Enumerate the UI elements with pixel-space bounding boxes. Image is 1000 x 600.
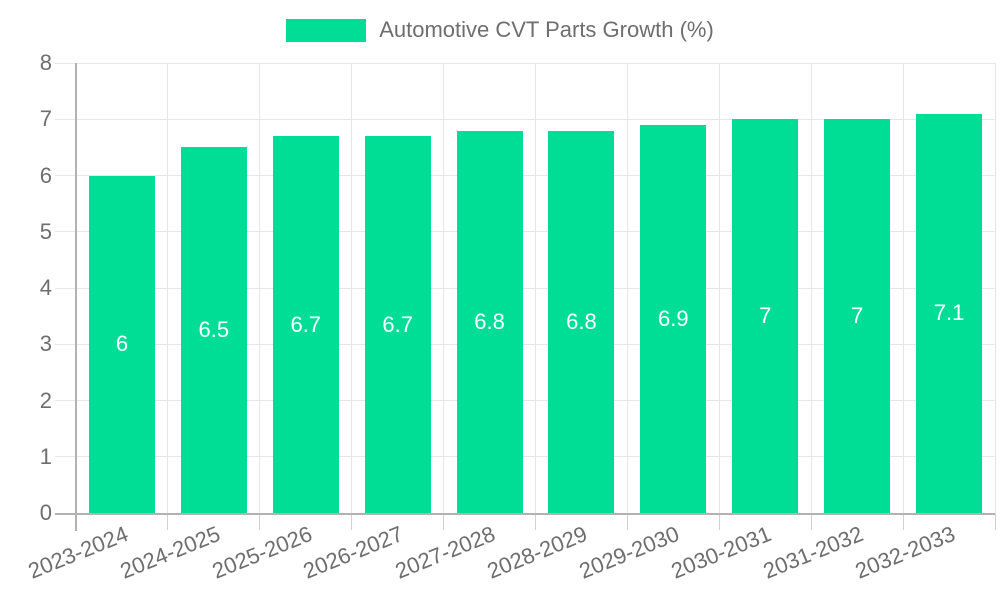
v-gridline — [535, 63, 536, 513]
x-tick-mark — [626, 513, 628, 530]
bar[interactable] — [272, 136, 339, 513]
v-gridline — [626, 63, 628, 513]
y-axis-tick-label: 4 — [39, 275, 52, 300]
bar[interactable] — [180, 147, 247, 513]
legend-label: Automotive CVT Parts Growth (%) — [379, 17, 714, 42]
bar[interactable] — [824, 119, 891, 513]
bar[interactable] — [364, 136, 431, 513]
x-tick-mark — [443, 513, 445, 530]
x-tick-mark — [810, 513, 812, 530]
x-axis-tick-label: 2025-2026 — [208, 521, 316, 584]
bar-value-label: 6.9 — [658, 305, 689, 331]
y-axis-tick-label: 6 — [39, 162, 52, 188]
x-tick-mark — [535, 513, 536, 530]
x-axis-line — [55, 512, 995, 515]
bar-value-label: 6.8 — [566, 308, 597, 334]
v-gridline — [718, 63, 720, 513]
y-axis-tick-label: 7 — [39, 106, 52, 132]
x-axis-tick-label: 2023-2024 — [24, 521, 132, 584]
y-axis-tick-label: 8 — [39, 50, 52, 75]
x-tick-mark — [718, 513, 720, 530]
x-axis-tick-label: 2028-2029 — [483, 521, 591, 584]
x-axis-tick-label: 2032-2033 — [851, 521, 959, 584]
y-tick-mark — [55, 231, 76, 233]
bar-value-label: 6.5 — [198, 317, 230, 343]
y-axis-tick-label: 5 — [39, 218, 52, 244]
v-gridline — [810, 63, 812, 513]
bar[interactable] — [548, 130, 615, 513]
x-tick-mark — [994, 513, 996, 530]
x-axis-tick-label: 2026-2027 — [300, 521, 408, 584]
y-axis-tick-label: 1 — [39, 443, 52, 469]
x-axis-tick-label: 2030-2031 — [667, 521, 775, 584]
x-tick-mark — [167, 513, 169, 530]
y-tick-mark — [55, 118, 76, 120]
x-tick-mark — [902, 513, 904, 530]
bar-value-label: 6.7 — [290, 311, 322, 337]
x-tick-mark — [259, 513, 261, 530]
v-gridline — [443, 63, 445, 513]
plot-right-border — [994, 63, 996, 513]
bar-value-label: 6.7 — [382, 311, 413, 337]
bar-value-label: 7 — [851, 303, 864, 329]
bar[interactable] — [732, 119, 799, 513]
y-axis-line — [74, 63, 77, 531]
y-tick-mark — [55, 456, 76, 458]
v-gridline — [167, 63, 169, 513]
bar[interactable] — [456, 130, 523, 513]
y-axis-tick-label: 0 — [39, 500, 52, 525]
bar[interactable] — [916, 113, 983, 513]
bar[interactable] — [640, 124, 707, 513]
y-tick-mark — [55, 343, 76, 345]
x-axis-tick-label: 2024-2025 — [116, 521, 224, 584]
x-axis-tick-label: 2031-2032 — [759, 521, 867, 584]
x-axis-tick-label: 2027-2028 — [392, 521, 499, 584]
y-tick-mark — [55, 175, 76, 176]
y-axis-tick-label: 3 — [39, 331, 52, 357]
y-axis-tick-label: 2 — [39, 387, 52, 413]
y-tick-mark — [55, 287, 76, 289]
v-gridline — [259, 63, 261, 513]
legend-swatch — [286, 18, 367, 42]
x-axis-tick-label: 2029-2030 — [575, 521, 683, 584]
bar-value-label: 6.8 — [474, 308, 505, 334]
bar-value-label: 7 — [759, 303, 772, 329]
y-tick-mark — [55, 400, 76, 401]
bar-value-label: 6 — [115, 331, 129, 357]
bar-value-label: 7.1 — [933, 300, 965, 326]
y-tick-mark — [55, 62, 76, 64]
bar[interactable] — [88, 175, 155, 513]
chart-legend[interactable]: Automotive CVT Parts Growth (%) — [0, 17, 1000, 43]
v-gridline — [902, 63, 904, 513]
v-gridline — [351, 63, 353, 513]
x-tick-mark — [351, 513, 353, 530]
